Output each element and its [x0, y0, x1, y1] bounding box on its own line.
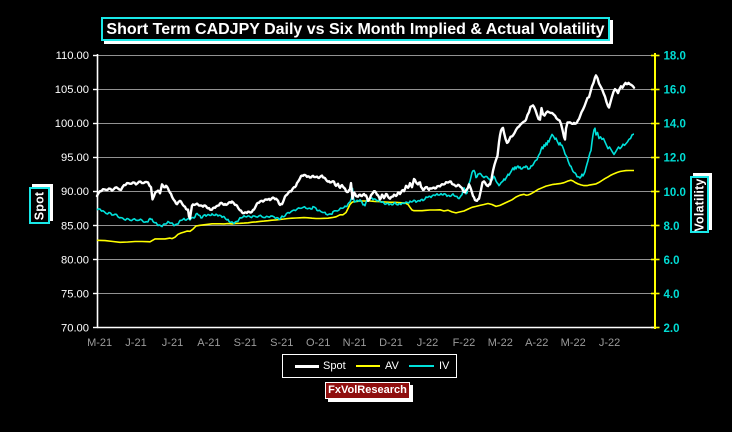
svg-text:80.00: 80.00	[61, 254, 89, 266]
svg-text:J-22: J-22	[417, 337, 438, 349]
svg-text:D-21: D-21	[379, 337, 403, 349]
svg-text:110.00: 110.00	[56, 50, 89, 62]
svg-text:100.00: 100.00	[55, 118, 89, 130]
svg-text:N-21: N-21	[343, 337, 367, 349]
svg-text:12.0: 12.0	[664, 153, 686, 165]
svg-text:O-21: O-21	[306, 337, 330, 349]
svg-text:4.0: 4.0	[664, 289, 680, 301]
svg-text:10.0: 10.0	[664, 187, 686, 199]
svg-text:J-22: J-22	[599, 337, 620, 349]
svg-text:M-22: M-22	[561, 337, 586, 349]
svg-text:95.00: 95.00	[61, 152, 89, 164]
svg-text:S-21: S-21	[270, 337, 293, 349]
svg-text:S-21: S-21	[234, 337, 257, 349]
svg-text:85.00: 85.00	[61, 220, 89, 232]
svg-text:A-21: A-21	[197, 337, 220, 349]
svg-text:M-22: M-22	[488, 337, 513, 349]
svg-text:70.00: 70.00	[61, 323, 89, 335]
svg-text:A-22: A-22	[525, 337, 548, 349]
svg-text:J-21: J-21	[125, 337, 146, 349]
svg-text:90.00: 90.00	[61, 186, 89, 198]
svg-text:14.0: 14.0	[664, 119, 686, 131]
svg-text:M-21: M-21	[87, 337, 112, 349]
svg-text:16.0: 16.0	[664, 85, 686, 97]
svg-text:75.00: 75.00	[61, 288, 89, 300]
svg-text:2.0: 2.0	[664, 323, 680, 335]
svg-text:F-22: F-22	[453, 337, 476, 349]
svg-text:6.0: 6.0	[664, 255, 680, 267]
svg-text:105.00: 105.00	[55, 84, 89, 96]
svg-text:J-21: J-21	[162, 337, 183, 349]
svg-text:18.0: 18.0	[664, 51, 686, 63]
svg-text:8.0: 8.0	[664, 221, 680, 233]
